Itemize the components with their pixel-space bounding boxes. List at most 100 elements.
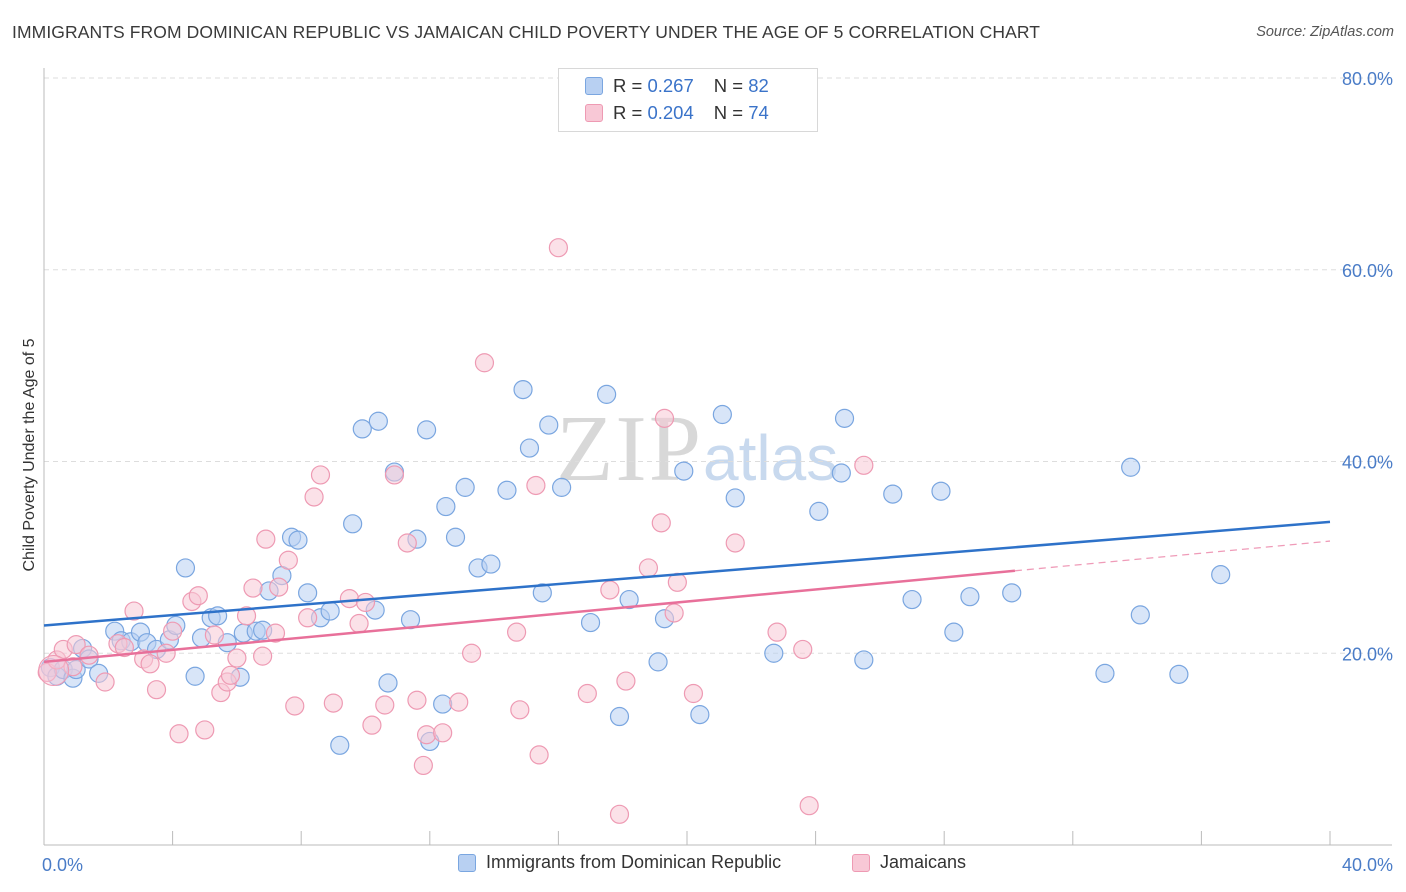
watermark: ZIPatlas [556, 395, 838, 503]
chart-title: IMMIGRANTS FROM DOMINICAN REPUBLIC VS JA… [12, 22, 1041, 42]
dominican-point [1095, 663, 1115, 683]
dominican-point [455, 477, 475, 497]
jamaican-point [461, 643, 482, 663]
r-label: R = [613, 102, 643, 123]
legend-item-jamaican[interactable]: Jamaicans [852, 852, 966, 873]
jamaican-point [793, 639, 813, 660]
dominican-point [320, 601, 340, 621]
jamaican-point [416, 725, 437, 745]
jamaican-point [140, 654, 160, 674]
jamaican-point [413, 755, 433, 776]
tick-labels: 20.0% 40.0% 60.0% 80.0% 0.0% 40.0% [42, 69, 1393, 875]
jamaican-point [529, 745, 549, 765]
dominican-point [1169, 664, 1189, 684]
dominican-point [288, 530, 308, 550]
jamaican-point [204, 625, 224, 645]
blue-swatch [458, 853, 476, 872]
jamaican-point [526, 475, 546, 496]
y-tick-label: 80.0% [1342, 69, 1393, 89]
jamaican-point [124, 601, 144, 621]
dominican-point [883, 484, 903, 504]
dominican-point [712, 404, 732, 425]
dominican-point [834, 408, 855, 428]
watermark-main: ZIP [556, 397, 703, 501]
n-label: N = [713, 102, 744, 123]
dominican-point [831, 463, 851, 483]
jamaican-point [355, 592, 376, 613]
y-axis-label: Child Poverty Under the Age of 5 [21, 338, 38, 571]
jamaican-point [269, 577, 289, 597]
legend-label: Jamaicans [880, 852, 967, 872]
dominican-point [378, 673, 398, 693]
jamaican-point [38, 655, 70, 687]
dominican-point [619, 589, 639, 610]
dominican-point [648, 652, 668, 672]
y-tick-label: 20.0% [1342, 644, 1393, 664]
dominican-point [597, 384, 617, 404]
stats-row-jamaican: R = 0.204 N = 74 [585, 102, 769, 124]
r-label: R = [613, 75, 643, 96]
jamaican-point [397, 533, 417, 553]
jamaican-point [616, 671, 636, 691]
n-value: 82 [748, 75, 769, 96]
dominican-point [1121, 457, 1141, 477]
jamaican-point [349, 613, 369, 634]
jamaican-point [609, 804, 630, 824]
dominican-point [1211, 565, 1231, 585]
jamaican-point [854, 455, 874, 475]
dominican-point [902, 589, 922, 610]
dominican-point [809, 501, 829, 521]
jamaican-trend-extension [1014, 540, 1331, 572]
jamaican-trend-line [43, 569, 1016, 664]
dominican-point [854, 650, 874, 670]
jamaican-point [654, 408, 675, 428]
jamaican-point [683, 683, 704, 704]
watermark-sub: atlas [703, 422, 839, 494]
jamaican-point [243, 578, 263, 598]
dominican-point [208, 606, 228, 626]
jamaican-point [548, 238, 569, 258]
jamaican-point [474, 353, 495, 373]
dominican-point [497, 480, 517, 500]
jamaican-point [384, 465, 405, 485]
r-value: 0.204 [647, 102, 694, 123]
jamaican-point [799, 796, 819, 816]
dominican-point [175, 558, 196, 578]
blue-swatch [585, 77, 603, 95]
jamaican-point [577, 683, 597, 704]
legend-label: Immigrants from Dominican Republic [486, 852, 782, 872]
jamaican-point [507, 622, 527, 642]
jamaican-point [114, 637, 134, 658]
dominican-point [185, 666, 205, 686]
dominican-point [343, 514, 363, 534]
dominican-point [931, 481, 951, 501]
jamaican-point [664, 603, 684, 623]
dominican-point [944, 622, 964, 642]
jamaican-point [304, 487, 324, 507]
dominican-point [481, 554, 501, 574]
dominican-point [532, 583, 552, 603]
jamaican-point [449, 692, 469, 712]
dominican-point [674, 461, 694, 481]
dominican-point [552, 477, 572, 497]
dominican-point [368, 411, 388, 431]
dominican-point [725, 488, 745, 508]
dominican-trend-line [43, 520, 1331, 627]
dominican-point [690, 705, 710, 725]
trend-lines [43, 520, 1331, 664]
y-tick-label: 60.0% [1342, 261, 1393, 281]
dominican-point [580, 612, 601, 633]
dominican-point [513, 379, 533, 400]
jamaican-point [767, 622, 787, 642]
x-tick-label: 40.0% [1342, 855, 1393, 875]
grid [44, 77, 1392, 654]
dominican-point [1002, 583, 1022, 603]
dominican-point [298, 583, 318, 603]
jamaican-point [95, 672, 115, 692]
jamaican-point [66, 635, 86, 655]
y-tick-label: 40.0% [1342, 453, 1393, 473]
jamaican-point [600, 580, 620, 600]
pink-swatch [585, 104, 603, 122]
legend-item-dominican[interactable]: Immigrants from Dominican Republic [458, 852, 781, 873]
